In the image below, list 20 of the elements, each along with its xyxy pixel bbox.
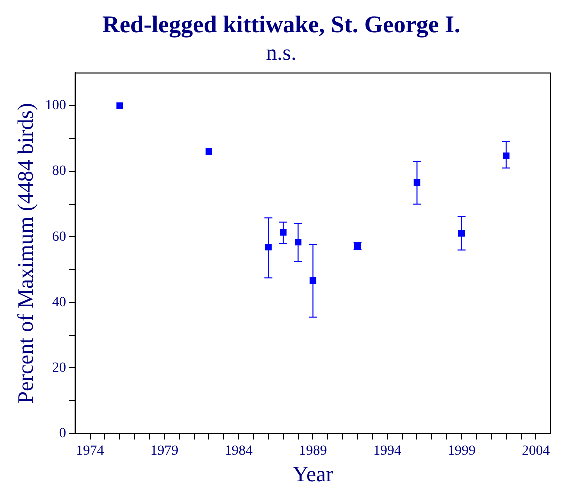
x-tick-label: 1989 — [299, 444, 328, 459]
y-tick-label: 40 — [52, 295, 66, 310]
x-tick-label: 1994 — [374, 444, 402, 459]
point — [116, 102, 124, 110]
point — [280, 229, 287, 236]
x-tick-label: 2004 — [522, 444, 550, 459]
y-tick-label: 20 — [52, 360, 66, 376]
y-tick-label: 80 — [52, 164, 66, 180]
y-tick-label: 60 — [52, 230, 66, 245]
x-tick-label: 1999 — [448, 444, 476, 459]
x-tick-label: 1974 — [76, 444, 104, 459]
x-tick-label: 1984 — [224, 444, 253, 459]
chart-subtitle: n.s. — [266, 40, 297, 65]
x-tick-label: 1979 — [150, 444, 179, 459]
point — [206, 148, 212, 156]
chart-title: Red-legged kittiwake, St. George I. — [102, 12, 460, 39]
x-axis-title: Year — [292, 462, 334, 487]
y-tick-label: 100 — [45, 98, 66, 114]
y-axis-title: Percent of Maximum (4484 birds) — [12, 103, 38, 404]
y-tick-label: 0 — [59, 426, 66, 442]
